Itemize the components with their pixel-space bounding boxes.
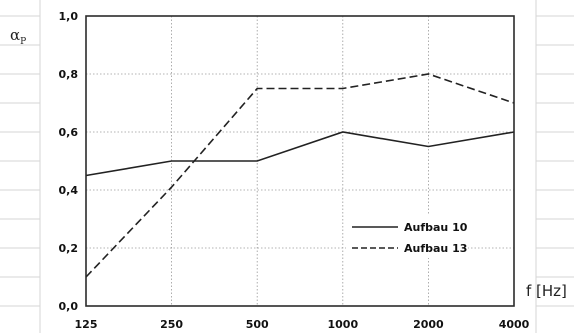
x-tick-label: 500 bbox=[246, 318, 269, 331]
plot-frame bbox=[85, 15, 515, 307]
y-tick-label: 0,8 bbox=[59, 68, 79, 81]
y-tick-label: 0,2 bbox=[59, 242, 79, 255]
y-axis-title: αP bbox=[10, 26, 26, 47]
legend-label-aufbau-10: Aufbau 10 bbox=[404, 221, 468, 234]
y-axis-symbol: α bbox=[10, 26, 20, 44]
y-tick-label: 0,0 bbox=[59, 300, 79, 313]
x-tick-labels: 125 250 500 1000 2000 4000 bbox=[75, 318, 530, 331]
legend: Aufbau 10 Aufbau 13 bbox=[346, 214, 468, 258]
series-line-aufbau-13 bbox=[85, 73, 515, 278]
y-tick-label: 1,0 bbox=[59, 10, 79, 23]
x-axis-title: f [Hz] bbox=[526, 282, 567, 300]
x-tick-label: 2000 bbox=[413, 318, 444, 331]
series-group bbox=[85, 73, 515, 278]
series-line-aufbau-10 bbox=[85, 131, 515, 177]
legend-background bbox=[346, 214, 468, 258]
y-tick-labels: 0,0 0,2 0,4 0,6 0,8 1,0 bbox=[59, 10, 79, 313]
x-tick-label: 125 bbox=[75, 318, 98, 331]
y-axis-subscript: P bbox=[20, 37, 26, 47]
legend-label-aufbau-13: Aufbau 13 bbox=[404, 242, 467, 255]
y-tick-label: 0,6 bbox=[59, 126, 79, 139]
grid bbox=[86, 16, 514, 306]
y-tick-label: 0,4 bbox=[59, 184, 79, 197]
x-tick-label: 250 bbox=[160, 318, 183, 331]
x-tick-label: 1000 bbox=[327, 318, 358, 331]
x-tick-label: 4000 bbox=[499, 318, 530, 331]
